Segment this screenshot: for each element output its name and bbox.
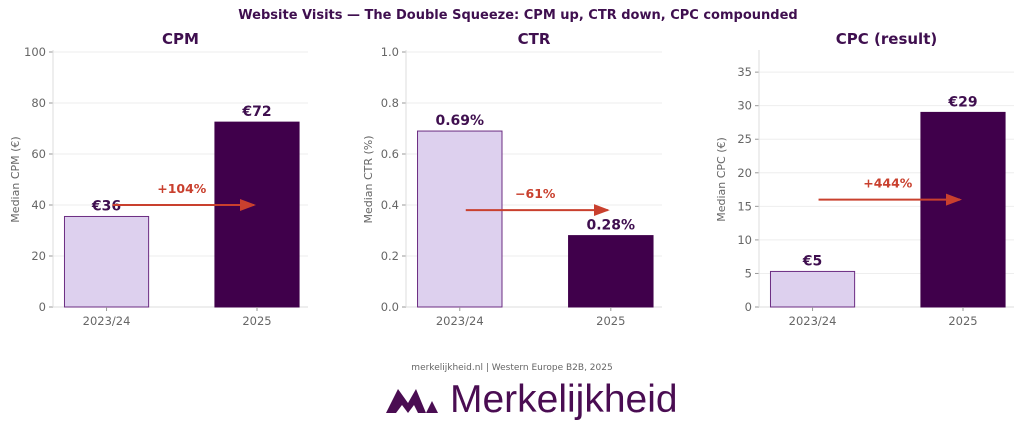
- data-label: 0.69%: [435, 113, 484, 129]
- x-tick-label: 2025: [948, 314, 977, 328]
- y-tick-label: 30: [737, 99, 752, 113]
- change-annotation: +104%: [157, 181, 207, 196]
- y-tick-label: 0: [39, 300, 46, 314]
- panel-2: CTR 0.0 0.2 0.4 0.6 0.8 1.0 Median CTR (%) 0.69%…: [362, 30, 662, 328]
- panel-title: CPM: [162, 30, 199, 48]
- x-tick-label: 2025: [242, 314, 271, 328]
- y-tick-label: 0: [745, 300, 752, 314]
- panel-1: CPM 0 20 40 60 80 100 Median CPM (€) €36 2023/24 €…: [9, 30, 308, 328]
- bar-2023-24: [417, 130, 503, 308]
- data-label: €36: [91, 198, 121, 214]
- y-tick-label: 35: [737, 65, 752, 79]
- y-axis-label: Median CPC (€): [715, 137, 728, 222]
- y-tick-label: 0.8: [381, 96, 399, 110]
- y-tick-label: 0.4: [381, 198, 399, 212]
- logo-mark-icon: [386, 389, 438, 413]
- y-tick-label: 20: [31, 249, 46, 263]
- panel-title: CTR: [518, 30, 551, 48]
- y-tick-label: 1.0: [381, 45, 399, 59]
- data-label: 0.28%: [587, 218, 636, 234]
- y-tick-label: 100: [24, 45, 46, 59]
- figure-title: Website Visits — The Double Squeeze: CPM…: [238, 8, 797, 23]
- y-tick-label: 0.2: [381, 249, 399, 263]
- panel-title: CPC (result): [836, 30, 937, 48]
- bar-2023-24: [769, 270, 856, 308]
- y-tick-label: 0.6: [381, 147, 399, 161]
- change-annotation: +444%: [863, 176, 913, 191]
- data-label: €5: [802, 253, 822, 269]
- y-axis-label: Median CPM (€): [9, 136, 22, 222]
- logo: Merkelijkheid: [386, 380, 678, 420]
- y-tick-label: 15: [737, 199, 752, 213]
- x-tick-label: 2023/24: [83, 314, 131, 328]
- y-tick-label: 20: [737, 166, 752, 180]
- logo-text: Merkelijkheid: [450, 378, 678, 421]
- y-tick-label: 80: [31, 96, 46, 110]
- bar-2025: [214, 121, 300, 308]
- change-annotation: −61%: [515, 186, 556, 201]
- bar-2025: [920, 111, 1006, 308]
- y-tick-label: 40: [31, 198, 46, 212]
- x-tick-label: 2025: [596, 314, 625, 328]
- bar-2023-24: [63, 215, 150, 308]
- y-tick-label: 25: [737, 132, 752, 146]
- source-note: merkelijkheid.nl | Western Europe B2B, 2…: [411, 363, 613, 373]
- y-tick-label: 10: [737, 233, 752, 247]
- x-tick-label: 2023/24: [436, 314, 484, 328]
- bar-2025: [568, 235, 654, 308]
- y-tick-label: 5: [745, 266, 752, 280]
- data-label: €72: [241, 104, 271, 120]
- y-axis-label: Median CTR (%): [362, 135, 375, 223]
- y-tick-label: 0.0: [381, 300, 399, 314]
- data-label: €29: [947, 94, 977, 110]
- y-tick-label: 60: [31, 147, 46, 161]
- x-tick-label: 2023/24: [789, 314, 837, 328]
